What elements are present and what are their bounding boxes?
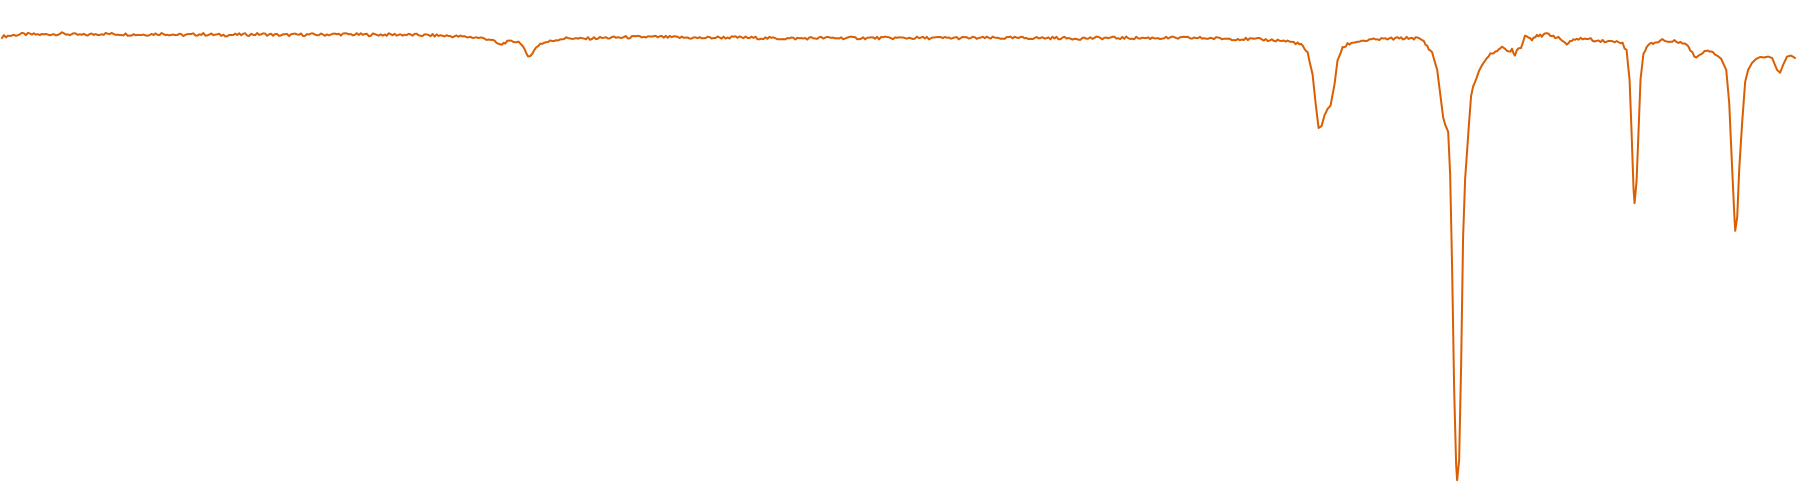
series-line-0 <box>1 31 1796 482</box>
series-layer <box>1 31 1796 482</box>
